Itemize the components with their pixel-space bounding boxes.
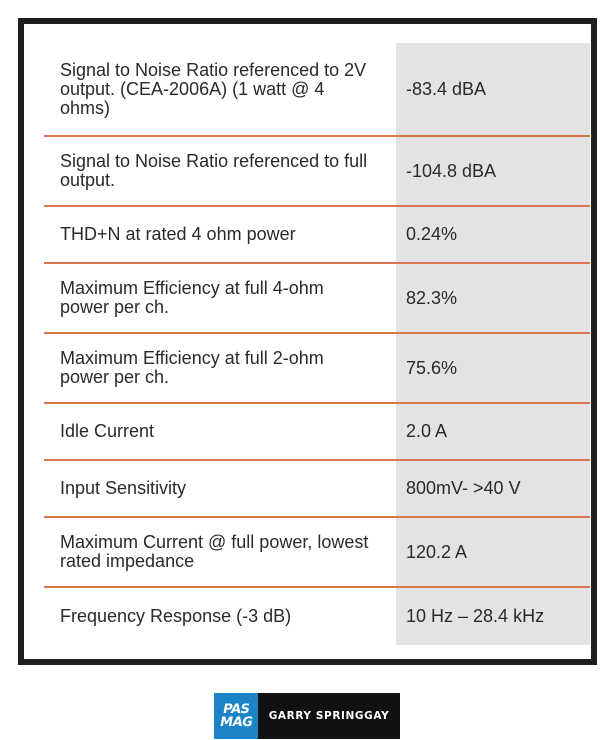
spec-value: 10 Hz – 28.4 kHz (396, 588, 590, 645)
spec-value-text: 800mV- >40 V (406, 478, 521, 498)
spec-value-text: 120.2 A (406, 541, 468, 562)
spec-value: -83.4 dBA (396, 43, 590, 135)
spec-value-text: 2.0 A (406, 421, 448, 441)
spec-value: 800mV- >40 V (396, 461, 590, 516)
table-row: THD+N at rated 4 ohm power 0.24% (44, 207, 590, 264)
spec-table: Signal to Noise Ratio referenced to 2V o… (44, 43, 590, 645)
spec-label: Signal to Noise Ratio referenced to full… (44, 137, 396, 205)
spec-label-text: Idle Current (60, 421, 155, 441)
spec-label-text: Input Sensitivity (60, 478, 187, 498)
spec-label: Maximum Efficiency at full 2-ohm power p… (44, 334, 396, 402)
logo-line-2: MAG (218, 715, 254, 730)
spec-label-text: Maximum Efficiency at full 4-ohm power p… (60, 278, 324, 317)
spec-value: 0.24% (396, 207, 590, 262)
spec-value-text: 10 Hz – 28.4 kHz (406, 606, 545, 626)
pasmag-logo: PAS MAG (214, 693, 258, 739)
spec-label: THD+N at rated 4 ohm power (44, 207, 396, 262)
table-row: Frequency Response (-3 dB) 10 Hz – 28.4 … (44, 588, 590, 645)
spec-label-text: Signal to Noise Ratio referenced to full… (60, 151, 368, 190)
spec-table-frame: Signal to Noise Ratio referenced to 2V o… (18, 18, 597, 665)
table-row: Maximum Efficiency at full 4-ohm power p… (44, 264, 590, 334)
spec-label: Input Sensitivity (44, 461, 396, 516)
spec-value-text: 82.3% (406, 287, 458, 308)
spec-value: -104.8 dBA (396, 137, 590, 205)
author-name: GARRY SPRINGGAY (268, 710, 390, 722)
table-row: Signal to Noise Ratio referenced to 2V o… (44, 43, 590, 137)
spec-label: Idle Current (44, 404, 396, 459)
table-row: Idle Current 2.0 A (44, 404, 590, 461)
spec-label-text: Maximum Current @ full power, lowest rat… (60, 532, 369, 571)
spec-label: Signal to Noise Ratio referenced to 2V o… (44, 43, 396, 135)
spec-value-text: -83.4 dBA (406, 78, 487, 99)
table-row: Maximum Efficiency at full 2-ohm power p… (44, 334, 590, 404)
spec-label: Frequency Response (-3 dB) (44, 588, 396, 645)
spec-value: 75.6% (396, 334, 590, 402)
table-row: Maximum Current @ full power, lowest rat… (44, 518, 590, 588)
spec-value-text: -104.8 dBA (406, 160, 497, 181)
author-credit: GARRY SPRINGGAY (258, 693, 400, 739)
publisher-credit: PAS MAG GARRY SPRINGGAY (214, 693, 400, 739)
spec-label-text: THD+N at rated 4 ohm power (60, 224, 296, 244)
spec-label-text: Frequency Response (-3 dB) (60, 606, 292, 626)
table-row: Signal to Noise Ratio referenced to full… (44, 137, 590, 207)
spec-value-text: 0.24% (406, 224, 458, 244)
spec-label-text: Signal to Noise Ratio referenced to 2V o… (60, 59, 367, 118)
spec-value: 120.2 A (396, 518, 590, 586)
spec-value-text: 75.6% (406, 357, 458, 378)
spec-label: Maximum Current @ full power, lowest rat… (44, 518, 396, 586)
spec-label-text: Maximum Efficiency at full 2-ohm power p… (60, 348, 324, 387)
spec-value: 82.3% (396, 264, 590, 332)
spec-label: Maximum Efficiency at full 4-ohm power p… (44, 264, 396, 332)
spec-value: 2.0 A (396, 404, 590, 459)
table-row: Input Sensitivity 800mV- >40 V (44, 461, 590, 518)
